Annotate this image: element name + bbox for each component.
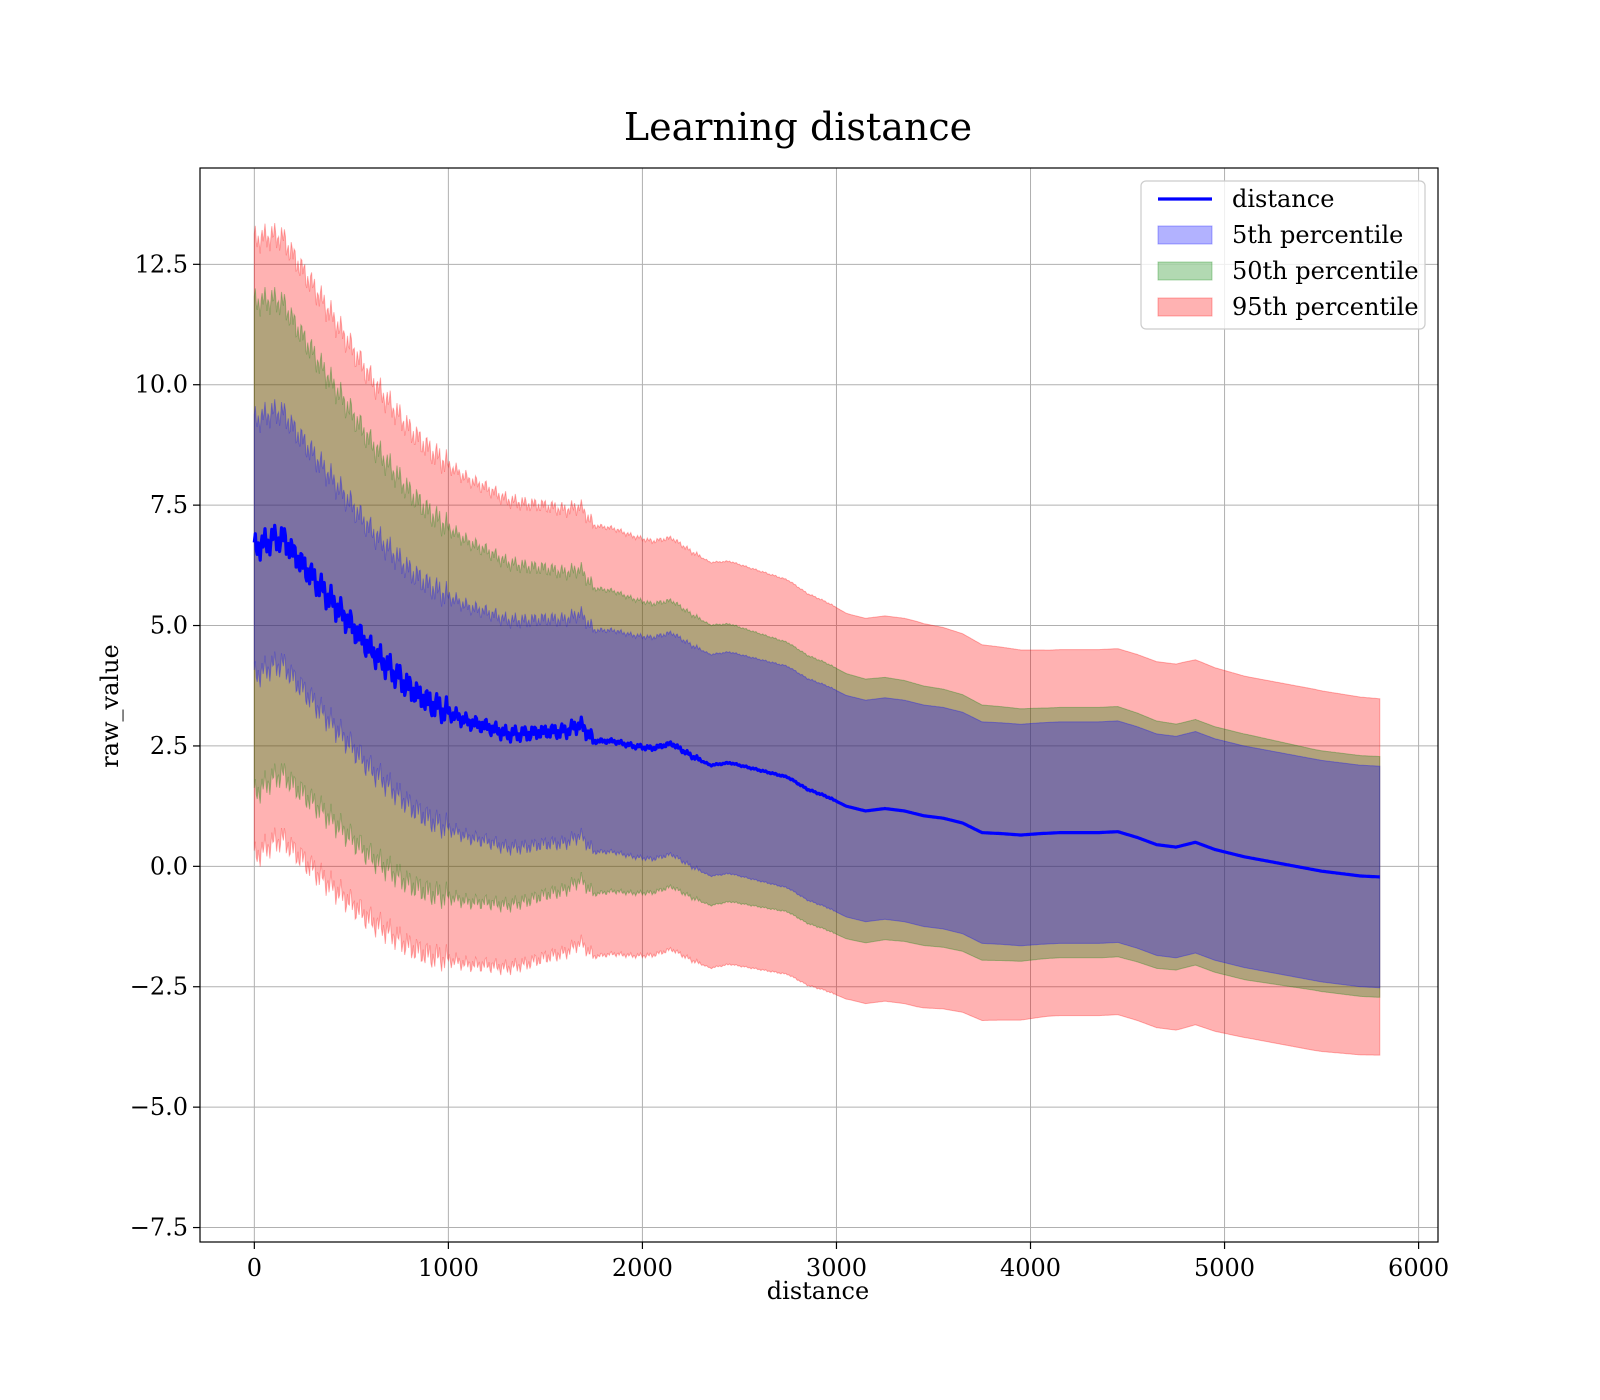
y-tick-label: 5.0 <box>150 612 188 640</box>
x-tick-label: 1000 <box>418 1254 479 1282</box>
band-95th-percentile <box>253 222 1381 1056</box>
legend: distance 5th percentile 50th percentile 95t… <box>1140 180 1426 330</box>
x-tick-label: 2000 <box>612 1254 673 1282</box>
y-tick-label: 7.5 <box>150 491 188 519</box>
legend-label: 50th percentile <box>1232 257 1419 285</box>
y-tick-label: 10.0 <box>135 371 188 399</box>
x-tick-label: 5000 <box>1194 1254 1255 1282</box>
y-tick-label: −2.5 <box>130 973 188 1001</box>
series-line-distance <box>252 523 1381 879</box>
band-50th-percentile <box>253 286 1381 998</box>
legend-swatch-patch <box>1157 261 1213 281</box>
y-axis-label: raw_value <box>96 644 124 768</box>
y-axis-ticks: −7.5 −5.0 −2.5 0.0 2.5 5.0 7.5 10.0 12.5 <box>130 250 200 1242</box>
x-axis-ticks: 0 1000 2000 3000 4000 5000 6000 <box>247 1242 1449 1282</box>
legend-label: distance <box>1232 185 1334 213</box>
y-tick-label: 2.5 <box>150 732 188 760</box>
series-lines <box>252 523 1381 879</box>
chart-title: Learning distance <box>624 105 972 149</box>
x-tick-label: 4000 <box>1000 1254 1061 1282</box>
x-tick-label: 3000 <box>806 1254 867 1282</box>
y-tick-label: 12.5 <box>135 250 188 278</box>
y-tick-label: 0.0 <box>150 852 188 880</box>
percentile-bands <box>253 222 1381 1056</box>
band-5th-percentile <box>253 399 1381 989</box>
x-tick-label: 6000 <box>1388 1254 1449 1282</box>
plot-frame <box>199 167 1439 1243</box>
plot-area <box>200 168 1438 1242</box>
legend-label: 5th percentile <box>1232 221 1403 249</box>
legend-swatch-patch <box>1157 297 1213 317</box>
legend-box <box>1140 180 1426 330</box>
y-tick-label: −5.0 <box>130 1093 188 1121</box>
legend-label: 95th percentile <box>1232 293 1419 321</box>
legend-items: distance 5th percentile 50th percentile 95t… <box>1157 185 1419 321</box>
x-tick-label: 0 <box>247 1254 262 1282</box>
legend-swatch-patch <box>1157 225 1213 245</box>
y-tick-label: −7.5 <box>130 1214 188 1242</box>
x-axis-label: distance <box>767 1277 869 1305</box>
